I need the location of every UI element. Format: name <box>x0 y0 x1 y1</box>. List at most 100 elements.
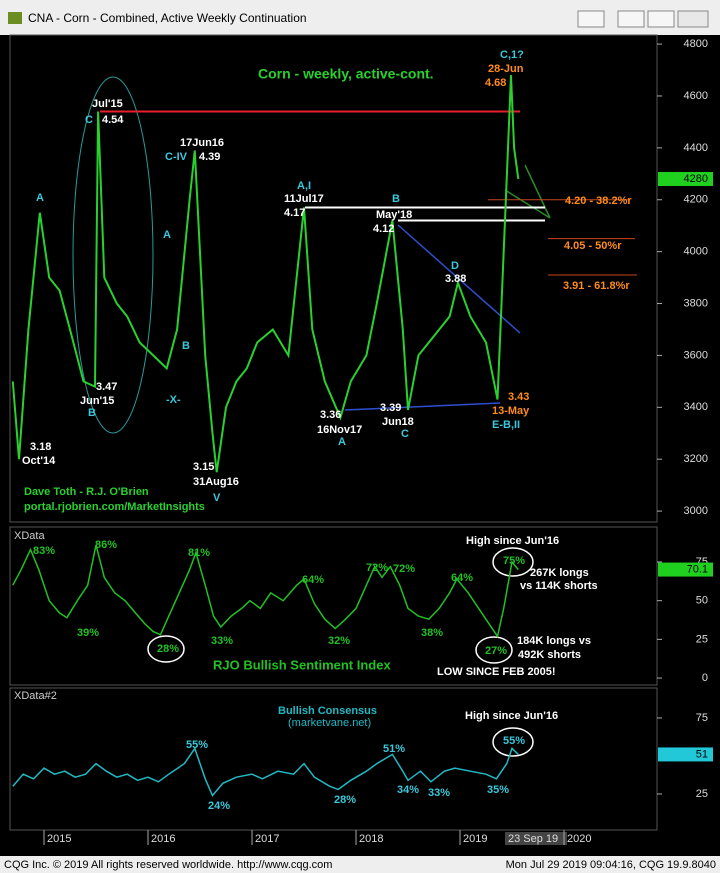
annotation: 27% <box>485 645 507 657</box>
annotation: 64% <box>302 574 324 586</box>
annotation: vs 114K shorts <box>520 580 598 592</box>
annotation: 4.54 <box>102 114 124 126</box>
footer-left: CQG Inc. © 2019 All rights reserved worl… <box>4 859 332 871</box>
annotation: 35% <box>487 784 509 796</box>
chart-title: Corn - weekly, active-cont. <box>258 66 434 82</box>
annotation: 28% <box>157 643 179 655</box>
highlight-circle <box>147 635 185 663</box>
data-line <box>11 75 520 473</box>
minimize-button[interactable] <box>617 10 645 28</box>
footer-right: Mon Jul 29 2019 09:04:16, CQG 19.9.8040 <box>506 859 716 871</box>
highlight-circle <box>492 727 534 757</box>
annotation: C-IV <box>165 151 188 163</box>
annotation: High since Jun'16 <box>465 710 558 722</box>
y-tick-label: 4600 <box>684 90 708 102</box>
panel-subtitle: (marketvane.net) <box>288 717 371 729</box>
annotation: Jun'15 <box>80 395 114 407</box>
annotation: 3.47 <box>96 381 117 393</box>
panel-label: XData#2 <box>14 690 57 702</box>
annotation: 81% <box>188 547 210 559</box>
y-tick-label: 4400 <box>684 142 708 154</box>
highlight-circle <box>475 636 513 664</box>
last-value-label: 4280 <box>684 173 708 185</box>
annotation: 83% <box>33 545 55 557</box>
annotation: B <box>182 340 190 352</box>
annotation: Jul'15 <box>92 98 123 110</box>
annotation: 51% <box>383 743 405 755</box>
annotation: A <box>36 192 44 204</box>
annotation: 86% <box>95 539 117 551</box>
annotation: 16Nov17 <box>317 424 362 436</box>
annotation: A <box>163 229 171 241</box>
annotation: V <box>213 492 221 504</box>
annotation: 34% <box>397 784 419 796</box>
annotation: C <box>85 114 93 126</box>
highlight-circle <box>492 547 534 577</box>
annotation: 184K longs vs <box>517 635 591 647</box>
y-tick-label: 4800 <box>684 38 708 50</box>
annotation: -X- <box>166 394 181 406</box>
last-value-label: 70.1 <box>687 563 708 575</box>
x-tick-label: 2018 <box>359 833 383 845</box>
annotation: A,I <box>297 180 311 192</box>
y-tick-label: 3600 <box>684 349 708 361</box>
highlight-ellipse <box>72 76 154 434</box>
y-tick-label: 3800 <box>684 297 708 309</box>
annotation: LOW SINCE FEB 2005! <box>437 666 556 678</box>
annotation: 4.20 - 38.2%r <box>565 195 632 207</box>
annotation: 4.68 <box>485 77 506 89</box>
annotation: 33% <box>211 635 233 647</box>
y-tick-label: 50 <box>696 595 708 607</box>
annotation: 28% <box>334 794 356 806</box>
link-button[interactable] <box>577 10 605 28</box>
status-bar <box>0 856 720 873</box>
annotation: 492K shorts <box>518 649 581 661</box>
window-title: CNA - Corn - Combined, Active Weekly Con… <box>28 11 307 25</box>
y-tick-label: 3200 <box>684 453 708 465</box>
maximize-button[interactable] <box>647 10 675 28</box>
annotation: 3.15 <box>193 461 214 473</box>
trend-line <box>344 402 501 411</box>
x-tick-label: 2019 <box>463 833 487 845</box>
annotation: 3.36 <box>320 409 341 421</box>
window-buttons[interactable] <box>577 10 709 28</box>
annotation: 3.91 - 61.8%r <box>563 280 630 292</box>
trend-line <box>397 224 521 334</box>
annotation: 267K longs <box>530 567 589 579</box>
annotation: 55% <box>186 739 208 751</box>
annotation: 17Jun16 <box>180 137 224 149</box>
annotation: 72% <box>393 563 415 575</box>
annotation: 4.12 <box>373 223 394 235</box>
annotation: 32% <box>328 635 350 647</box>
annotation: 13-May <box>492 405 530 417</box>
consensus-panel <box>9 687 658 831</box>
annotation: 3.39 <box>380 402 401 414</box>
annotation: Jun18 <box>382 416 414 428</box>
annotation: 3.88 <box>445 273 466 285</box>
annotation: Dave Toth - R.J. O'Brien <box>24 486 149 498</box>
annotation: B <box>88 407 96 419</box>
annotation: D <box>451 260 459 272</box>
y-tick-label: 4200 <box>684 194 708 206</box>
annotation: A <box>338 436 346 448</box>
last-value-box <box>658 747 713 762</box>
close-button[interactable] <box>677 10 709 28</box>
annotation: 38% <box>421 627 443 639</box>
annotation: May'18 <box>376 209 412 221</box>
x-tick-label: 2017 <box>255 833 279 845</box>
panel-label: XData <box>14 530 45 542</box>
y-tick-label: 75 <box>696 712 708 724</box>
y-tick-label: 25 <box>696 633 708 645</box>
annotation: E-B,II <box>492 419 520 431</box>
annotation: 33% <box>428 787 450 799</box>
annotation: 3.18 <box>30 441 51 453</box>
last-value-box <box>658 171 713 186</box>
cursor-box <box>505 832 567 845</box>
y-tick-label: 4000 <box>684 246 708 258</box>
annotation: Oct'14 <box>22 455 56 467</box>
sentiment-panel <box>9 526 658 686</box>
trend-line <box>524 164 551 219</box>
annotation: C,1? <box>500 49 524 61</box>
